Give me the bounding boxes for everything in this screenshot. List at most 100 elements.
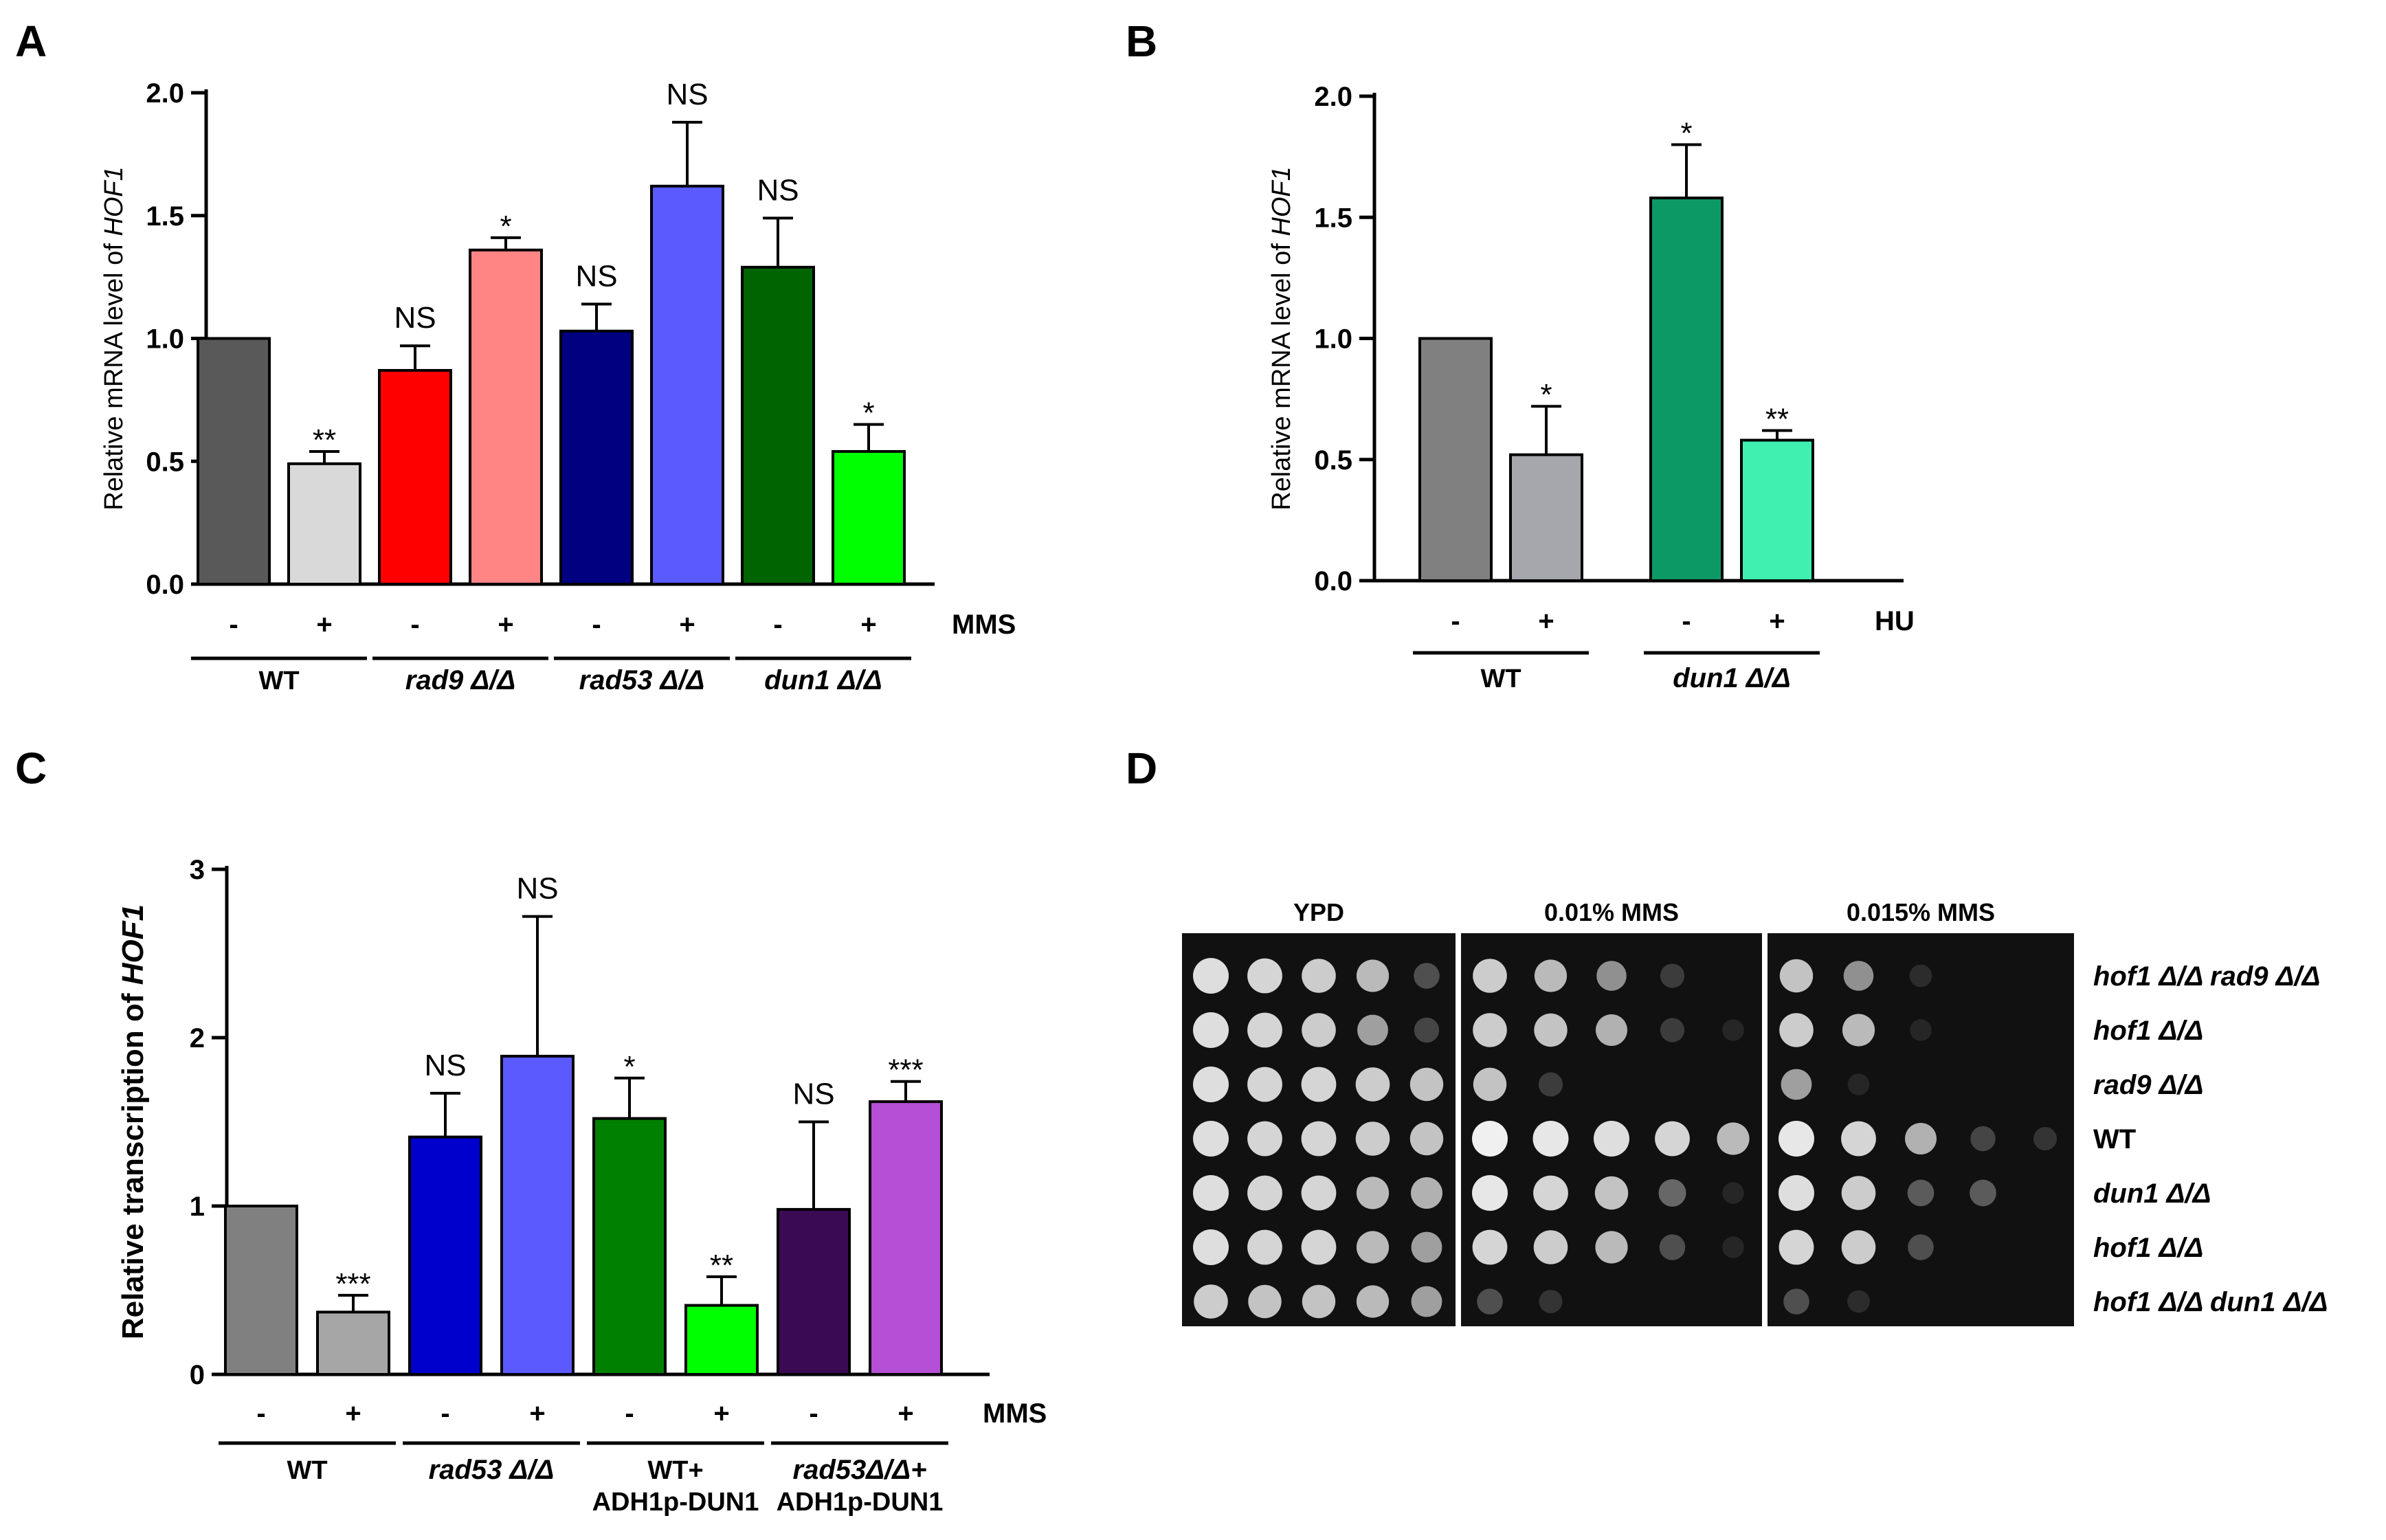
colony-spot: [1722, 1019, 1744, 1041]
colony-spot: [1411, 1177, 1442, 1209]
bar: [1509, 453, 1583, 583]
colony-spot: [1247, 1012, 1282, 1048]
significance-label: *: [862, 397, 874, 430]
colony-spot: [1717, 1122, 1750, 1155]
colony-spot: [1538, 1072, 1563, 1097]
colony-spot: [1193, 1121, 1229, 1157]
colony-spot: [1193, 1175, 1229, 1211]
bar: [224, 1205, 298, 1376]
colony-spot: [1473, 1067, 1507, 1102]
colony-spot: [1970, 1179, 1996, 1207]
colony-spot: [1532, 1121, 1569, 1157]
bar: [832, 449, 906, 586]
colony-spot: [1909, 964, 1932, 987]
colony-spot: [1247, 1175, 1282, 1211]
colony-spot: [1534, 959, 1568, 992]
bar: [378, 368, 452, 585]
colony-spot: [1414, 1017, 1440, 1043]
colony-spot: [1473, 1013, 1507, 1047]
colony-spot: [1356, 1231, 1390, 1264]
y-tick-label: 1.5: [146, 201, 184, 232]
significance-label: NS: [516, 872, 558, 906]
chart-a: 0.0 0.5 1.0 1.5 2.0 Relative mRNA level of HO…: [100, 78, 1016, 695]
bar: [1740, 438, 1814, 582]
strain-label: hof1 Δ/Δ rad9 Δ/Δ: [2093, 961, 2320, 992]
colony-spot: [1414, 963, 1440, 989]
y-axis-label: Relative transcription of HOF1: [116, 904, 150, 1339]
colony-spot: [1301, 1067, 1337, 1102]
colony-spot: [1355, 1067, 1390, 1102]
strain-label: hof1 Δ/Δ dun1 Δ/Δ: [2093, 1287, 2328, 1317]
colony-spot: [1841, 1176, 1876, 1210]
colony-spot: [1533, 1230, 1568, 1264]
significance-label: NS: [394, 301, 436, 335]
strain-label: hof1 Δ/Δ: [2093, 1016, 2203, 1046]
group-label-line2: ADH1p-DUN1: [592, 1488, 759, 1517]
group-label: rad53 Δ/Δ: [429, 1455, 555, 1485]
colony-spot: [1473, 959, 1507, 993]
colony-spot: [1472, 1175, 1508, 1211]
bar: [592, 1117, 667, 1376]
colony-spot: [1193, 1012, 1229, 1048]
colony-spot: [2033, 1127, 2057, 1150]
treatment-sign: +: [1538, 606, 1554, 636]
bar: [869, 1100, 943, 1376]
significance-label: **: [1765, 402, 1789, 436]
colony-spot: [1301, 1229, 1337, 1265]
group-label-line2: ADH1p-DUN1: [777, 1488, 944, 1517]
y-tick-label: 2: [190, 1023, 205, 1053]
colony-spot: [1907, 1179, 1935, 1207]
treatment-sign: +: [529, 1398, 545, 1429]
bar: [741, 265, 815, 585]
bar: [408, 1135, 482, 1376]
treatment-sign: -: [410, 610, 419, 640]
y-tick-label: 1: [190, 1192, 205, 1222]
colony-spot: [1411, 1231, 1442, 1263]
bar: [197, 337, 271, 585]
spot-assay: YPD 0.01% MMS 0.015% MMS hof1 Δ/Δ rad9 Δ/Δ h…: [1182, 898, 2328, 1326]
significance-label: NS: [792, 1078, 834, 1111]
colony-spot: [1842, 1014, 1875, 1047]
colony-spot: [1533, 1175, 1568, 1211]
colony-spot: [1779, 959, 1814, 993]
treatment-sign: -: [773, 610, 782, 640]
colony-spot: [1660, 1018, 1685, 1042]
strain-label: rad9 Δ/Δ: [2093, 1070, 2203, 1100]
significance-label: NS: [757, 173, 799, 207]
y-tick-label: 1.0: [146, 324, 184, 355]
colony-spot: [1910, 1019, 1932, 1041]
panel-letter-c: C: [15, 744, 47, 793]
colony-spot: [1193, 1229, 1229, 1265]
treatment-sign: +: [679, 610, 695, 640]
panel-letter-d: D: [1126, 744, 1157, 793]
treatment-label: MMS: [983, 1398, 1047, 1429]
significance-label: NS: [424, 1049, 466, 1082]
treatment-sign: +: [897, 1398, 913, 1429]
colony-spot: [1472, 1121, 1508, 1157]
bar: [500, 1054, 575, 1376]
colony-spot: [1302, 1284, 1336, 1319]
treatment-sign: -: [229, 610, 238, 640]
colony-spot: [1779, 1229, 1814, 1265]
group-label: WT+: [647, 1456, 703, 1485]
chart-b: 0.0 0.5 1.0 1.5 2.0 Relative mRNA level of HO…: [1267, 82, 1915, 693]
group-label: WT: [1480, 665, 1521, 693]
colony-spot: [1411, 1286, 1442, 1317]
colony-spot: [1594, 1121, 1629, 1157]
group-label: rad53Δ/Δ+: [793, 1455, 927, 1485]
bar: [559, 329, 634, 585]
colony-spot: [1843, 961, 1874, 991]
bar: [316, 1310, 390, 1376]
panel-letter-b: B: [1126, 16, 1157, 66]
bar: [1649, 197, 1724, 582]
significance-label: *: [1540, 378, 1552, 412]
significance-label: **: [710, 1249, 733, 1282]
colony-spot: [1847, 1290, 1870, 1313]
plate-header: 0.01% MMS: [1544, 898, 1679, 926]
treatment-sign: +: [498, 610, 513, 640]
colony-spot: [1472, 1229, 1508, 1265]
bar: [469, 248, 543, 585]
colony-spot: [1302, 1013, 1336, 1047]
colony-spot: [1905, 1123, 1937, 1154]
colony-spot: [1301, 1175, 1337, 1211]
